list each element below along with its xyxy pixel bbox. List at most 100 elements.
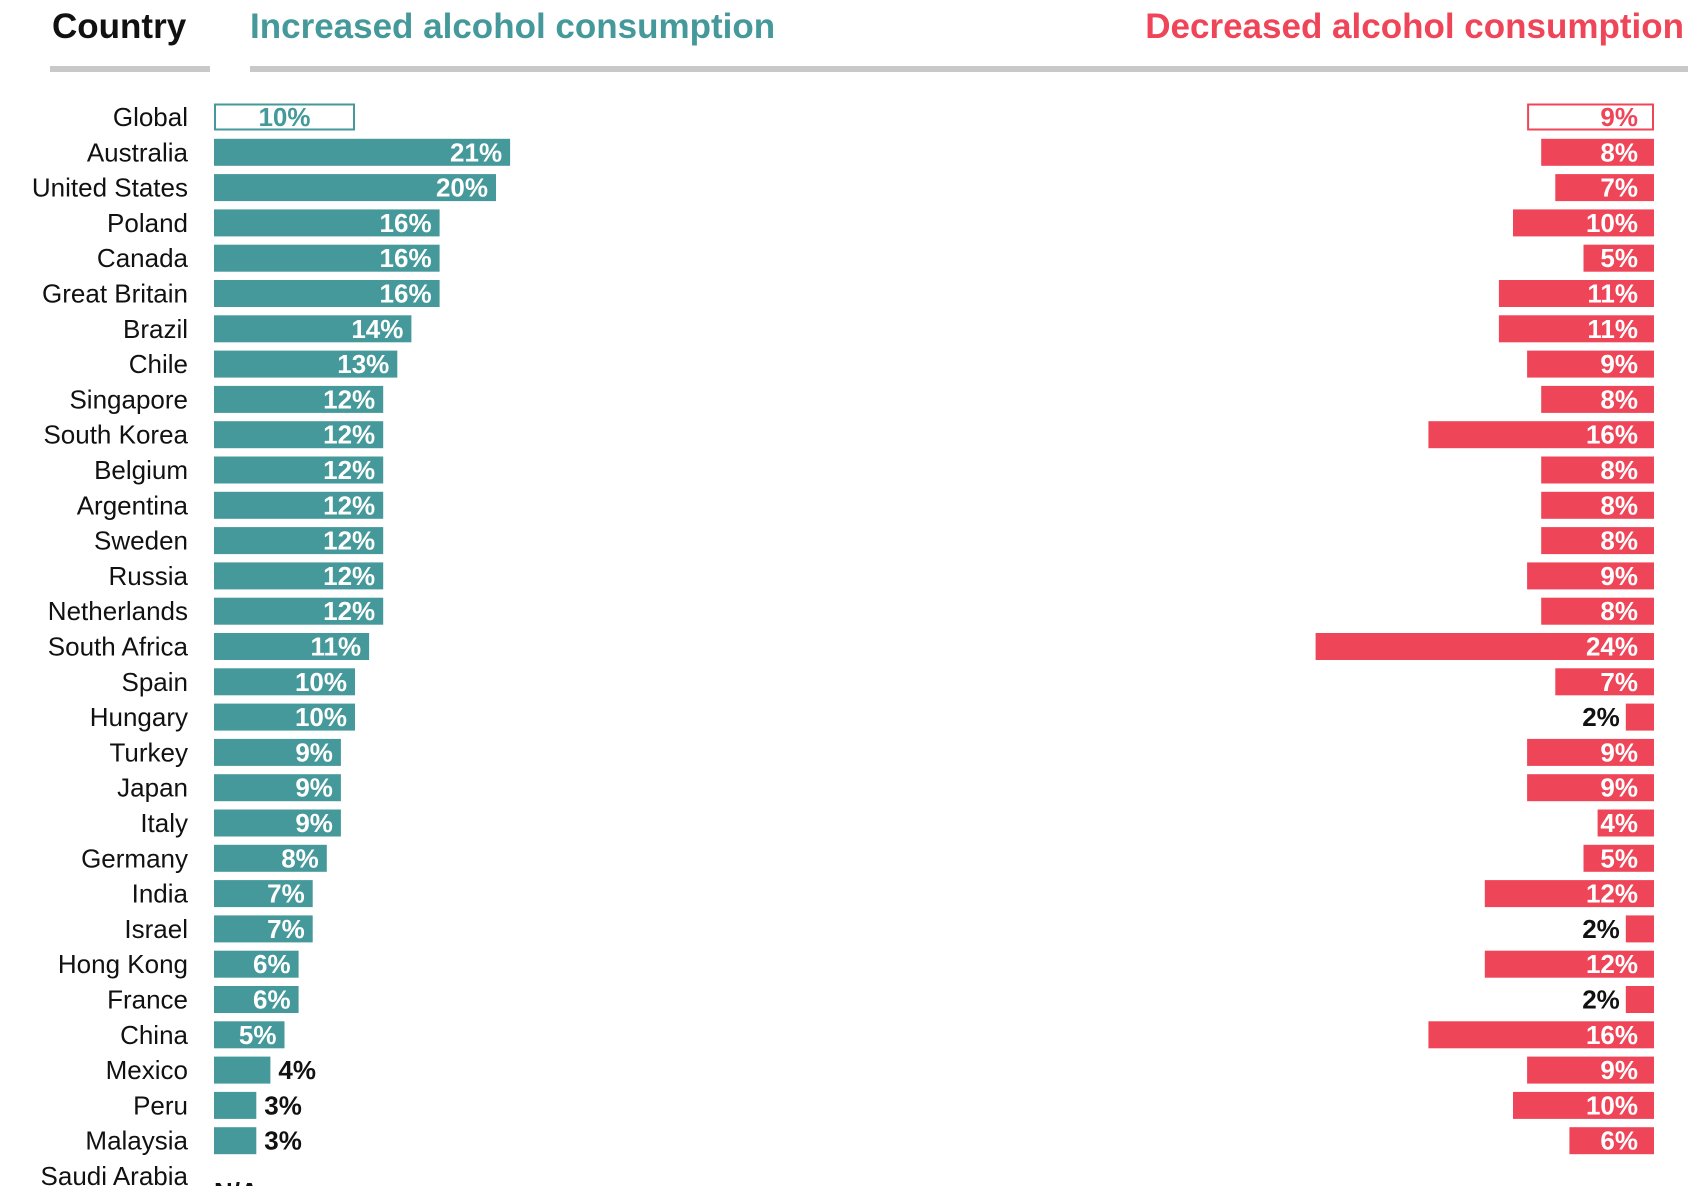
country-label: Japan bbox=[117, 773, 188, 803]
increase-value-label: 9% bbox=[295, 737, 333, 767]
country-label: Sweden bbox=[94, 526, 188, 556]
increase-bar bbox=[214, 633, 370, 660]
country-label: Turkey bbox=[110, 737, 189, 767]
country-label: Russia bbox=[109, 561, 189, 591]
increase-bar bbox=[214, 491, 384, 519]
country-label: South Korea bbox=[43, 420, 188, 450]
decrease-bar bbox=[1541, 597, 1654, 625]
increase-bar bbox=[214, 385, 384, 413]
decrease-value-label: 8% bbox=[1600, 526, 1638, 556]
header-divider-values bbox=[250, 66, 1688, 72]
decrease-bar bbox=[1498, 280, 1654, 307]
increase-bar bbox=[214, 809, 341, 837]
increase-value-label: 21% bbox=[450, 137, 502, 167]
country-label: Israel bbox=[124, 914, 188, 944]
country-label: Germany bbox=[81, 843, 188, 873]
decrease-value-label: 10% bbox=[1586, 1090, 1638, 1120]
decrease-bar bbox=[1513, 209, 1654, 237]
increase-bar bbox=[214, 703, 355, 731]
country-label: Malaysia bbox=[85, 1126, 188, 1156]
increase-bar bbox=[214, 668, 355, 696]
country-label: Australia bbox=[87, 137, 189, 167]
increase-bar bbox=[214, 1021, 285, 1049]
increase-bar bbox=[214, 244, 440, 272]
decrease-bar bbox=[1315, 633, 1654, 660]
increase-value-label: 12% bbox=[323, 526, 375, 556]
decrease-value-label: 24% bbox=[1586, 632, 1638, 662]
increase-value-label: 3% bbox=[264, 1126, 302, 1156]
country-label: Canada bbox=[97, 243, 189, 273]
increase-bar bbox=[214, 1091, 257, 1119]
decrease-bar bbox=[1555, 668, 1654, 696]
decrease-bar bbox=[1527, 562, 1654, 590]
decrease-bar bbox=[1541, 385, 1654, 413]
decrease-bar bbox=[1625, 986, 1654, 1013]
increase-value-label: 4% bbox=[278, 1055, 316, 1085]
decrease-bar bbox=[1541, 491, 1654, 519]
increase-bar bbox=[214, 986, 299, 1013]
decrease-bar bbox=[1583, 844, 1654, 872]
increase-value-label: 10% bbox=[258, 102, 310, 132]
country-label: Mexico bbox=[106, 1055, 188, 1085]
decrease-bar bbox=[1484, 950, 1654, 978]
decrease-value-label: 11% bbox=[1587, 279, 1638, 309]
decrease-value-label: 12% bbox=[1586, 949, 1638, 979]
decrease-bar bbox=[1498, 315, 1654, 343]
increase-bar bbox=[214, 209, 440, 237]
country-label: Singapore bbox=[69, 384, 188, 414]
country-label: China bbox=[120, 1020, 188, 1050]
increase-bar bbox=[214, 774, 341, 802]
decrease-value-label: 6% bbox=[1600, 1126, 1638, 1156]
increase-value-label: 10% bbox=[295, 667, 347, 697]
increase-value-label: 6% bbox=[253, 985, 291, 1015]
country-label: Italy bbox=[140, 808, 188, 838]
country-label: Saudi Arabia bbox=[41, 1161, 189, 1186]
increase-bar bbox=[214, 1056, 271, 1084]
decrease-value-label: 12% bbox=[1586, 879, 1638, 909]
increase-value-label: 16% bbox=[380, 243, 432, 273]
decrease-value-label: 16% bbox=[1586, 1020, 1638, 1050]
country-label: United States bbox=[32, 173, 188, 203]
decrease-bar bbox=[1527, 774, 1654, 802]
decrease-value-label: 11% bbox=[1587, 314, 1638, 344]
decrease-value-label: 9% bbox=[1600, 561, 1638, 591]
decrease-bar bbox=[1597, 809, 1654, 837]
decrease-bar bbox=[1527, 1056, 1654, 1084]
decrease-bar bbox=[1541, 527, 1654, 555]
country-label: South Africa bbox=[48, 632, 189, 662]
decrease-bar bbox=[1541, 138, 1654, 166]
increase-bar bbox=[214, 456, 384, 484]
country-label: Hungary bbox=[90, 702, 188, 732]
decrease-bar bbox=[1428, 421, 1654, 449]
decrease-value-label: 2% bbox=[1582, 985, 1620, 1015]
country-label: Peru bbox=[133, 1090, 188, 1120]
increase-bar bbox=[214, 350, 398, 378]
decrease-bar bbox=[1513, 1091, 1654, 1119]
increase-bar bbox=[214, 103, 355, 131]
decrease-value-label: 8% bbox=[1600, 490, 1638, 520]
country-label: Global bbox=[113, 102, 188, 132]
decrease-value-label: 2% bbox=[1582, 702, 1620, 732]
decrease-value-label: 8% bbox=[1600, 455, 1638, 485]
increase-value-label: 9% bbox=[295, 808, 333, 838]
increase-bar bbox=[214, 562, 384, 590]
decrease-value-label: 10% bbox=[1586, 208, 1638, 238]
country-label: Chile bbox=[129, 349, 188, 379]
decrease-bar bbox=[1583, 244, 1654, 272]
decrease-value-label: 9% bbox=[1600, 349, 1638, 379]
header-divider-country bbox=[50, 66, 210, 72]
increase-bar bbox=[214, 950, 299, 978]
increase-value-label: 3% bbox=[264, 1090, 302, 1120]
country-label: Belgium bbox=[94, 455, 188, 485]
decrease-bar bbox=[1625, 915, 1654, 943]
increase-bar bbox=[214, 527, 384, 555]
decrease-bar bbox=[1484, 880, 1654, 908]
increase-value-label: 12% bbox=[323, 455, 375, 485]
increase-bar bbox=[214, 138, 511, 166]
decrease-bar bbox=[1569, 1127, 1654, 1155]
decrease-value-label: 7% bbox=[1600, 667, 1638, 697]
decrease-bar bbox=[1428, 1021, 1654, 1049]
increase-bar bbox=[214, 421, 384, 449]
increase-value-label: 12% bbox=[323, 561, 375, 591]
country-label: France bbox=[107, 985, 188, 1015]
